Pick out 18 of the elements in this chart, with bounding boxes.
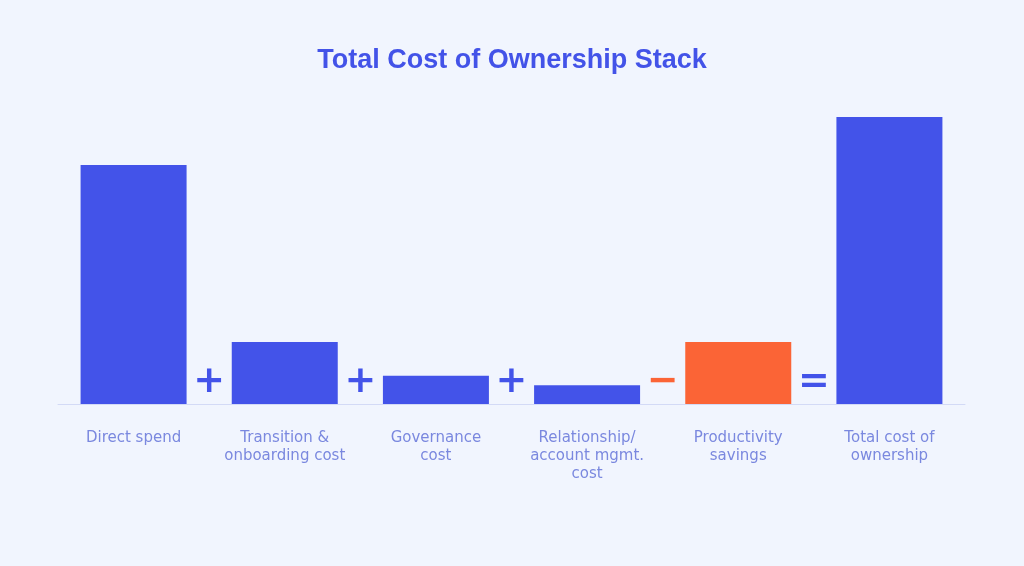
annotation: +	[344, 357, 377, 401]
x-tick-label: Productivity savings	[693, 428, 783, 464]
bar	[685, 342, 792, 404]
bar	[231, 342, 338, 404]
annotation: −	[646, 357, 679, 401]
chart-title: Total Cost of Ownership Stack	[317, 43, 708, 74]
bar	[836, 117, 943, 404]
x-tick-label: Direct spend	[85, 428, 182, 446]
bar	[382, 375, 489, 404]
annotation: +	[193, 357, 226, 401]
annotation: =	[797, 357, 830, 401]
bar	[80, 164, 187, 404]
bar	[534, 385, 641, 404]
x-tick-label: Governance cost	[390, 428, 482, 464]
x-tick-label: Relationship/ account mgmt. cost	[530, 428, 645, 482]
x-tick-label: Transition & onboarding cost	[224, 428, 346, 464]
annotation: +	[495, 357, 528, 401]
x-tick-label: Total cost of ownership	[843, 428, 936, 464]
